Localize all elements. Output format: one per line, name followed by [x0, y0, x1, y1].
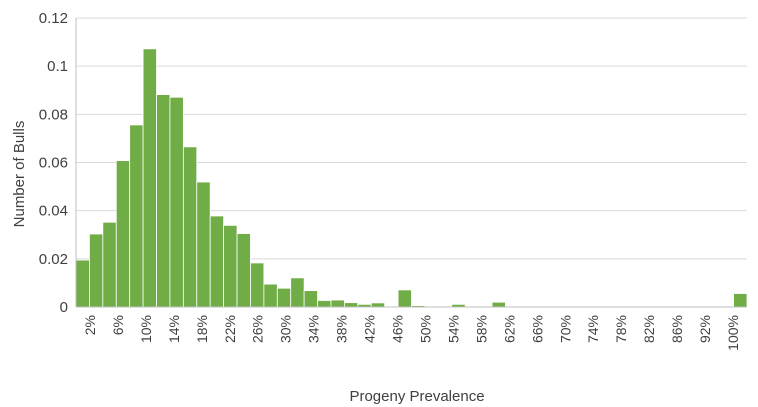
x-tick-label: 2% [82, 315, 98, 335]
x-tick-label: 62% [501, 315, 517, 343]
bars [75, 48, 748, 308]
x-tick-label: 92% [697, 315, 713, 343]
x-tick-label: 34% [306, 315, 322, 343]
x-tick-label: 46% [390, 315, 406, 343]
x-tick-label: 70% [557, 315, 573, 343]
y-tick-label: 0.12 [39, 10, 68, 27]
histogram-bar [250, 262, 265, 308]
x-tick-label: 30% [278, 315, 294, 343]
x-tick-label: 6% [110, 315, 126, 335]
x-tick-label: 14% [166, 315, 182, 343]
x-tick-label: 66% [529, 315, 545, 343]
x-tick-label: 50% [417, 315, 433, 343]
histogram-bar [491, 301, 506, 308]
histogram-bar [196, 181, 211, 308]
histogram-bar [397, 289, 412, 308]
x-tick-label: 10% [138, 315, 154, 343]
histogram-bar [142, 48, 157, 308]
y-tick-label: 0.06 [39, 155, 68, 172]
x-tick-label: 26% [250, 315, 266, 343]
histogram-bar [303, 290, 318, 308]
histogram-bar [223, 224, 238, 308]
x-tick-label: 74% [585, 315, 601, 343]
y-tick-label: 0.04 [39, 203, 68, 220]
histogram-bar [115, 160, 131, 308]
y-tick-label: 0.02 [39, 251, 68, 268]
histogram-bar [129, 124, 144, 308]
histogram-bar [89, 233, 104, 308]
histogram-bar [156, 94, 171, 308]
x-tick-label: 42% [362, 315, 378, 343]
histogram-bar [343, 302, 359, 308]
histogram-bar [263, 283, 278, 308]
histogram-bar [733, 293, 748, 308]
y-tick-label: 0.08 [39, 106, 68, 123]
histogram-bar [182, 146, 198, 308]
axes [75, 18, 747, 308]
y-axis-title: Number of Bulls [11, 121, 28, 228]
x-axis-title: Progeny Prevalence [349, 388, 484, 405]
histogram-bar [236, 233, 251, 308]
x-tick-labels: 2% 6% 10% 14% 18% 22% 26% 30% 34% 38% 42% 46% 50% 54%… [82, 315, 741, 351]
y-tick-label: 0.1 [47, 58, 68, 75]
x-tick-label: 78% [613, 315, 629, 343]
x-tick-label: 58% [473, 315, 489, 343]
x-tick-label: 86% [669, 315, 685, 343]
histogram-bar [102, 221, 117, 308]
x-tick-label: 82% [641, 315, 657, 343]
histogram-bar [209, 215, 225, 308]
histogram-bar [317, 300, 332, 308]
histogram-bar [169, 96, 184, 308]
histogram-bar [276, 287, 292, 308]
x-tick-label: 100% [725, 315, 741, 351]
histogram-bar [75, 259, 90, 308]
x-tick-label: 22% [222, 315, 238, 343]
x-tick-label: 38% [334, 315, 350, 343]
histogram-bar [290, 277, 305, 308]
x-tick-label: 54% [445, 315, 461, 343]
x-tick-label: 18% [194, 315, 210, 343]
histogram-bar [370, 302, 386, 308]
histogram-bar [330, 299, 345, 308]
y-tick-label: 0 [60, 299, 68, 316]
y-tick-labels: 0 0.02 0.04 0.06 0.08 0.1 0.12 [39, 10, 68, 316]
